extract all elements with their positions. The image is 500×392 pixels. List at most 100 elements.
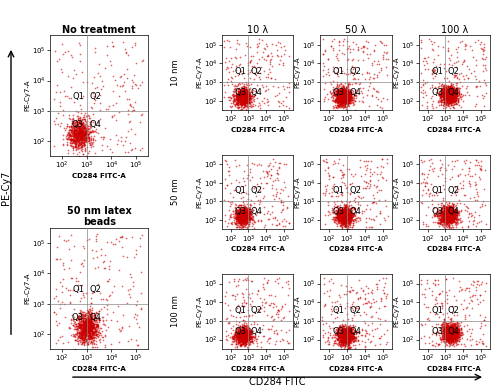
Point (335, 207, 343, 213)
Point (343, 332, 351, 339)
Point (440, 214, 448, 221)
Point (240, 341, 248, 347)
Point (341, 93, 349, 99)
Point (348, 93, 356, 99)
Point (239, 213, 247, 219)
Point (244, 326, 252, 332)
Point (344, 214, 352, 220)
Point (444, 332, 452, 339)
Point (235, 334, 243, 340)
Point (346, 213, 354, 219)
Point (340, 335, 348, 341)
Point (244, 99, 252, 105)
Point (242, 212, 250, 219)
Point (346, 219, 354, 225)
Point (238, 333, 246, 339)
Point (239, 206, 247, 212)
Point (240, 332, 248, 339)
Point (90, 334, 98, 340)
Point (344, 209, 352, 216)
Point (446, 214, 454, 220)
Point (70, 126, 78, 132)
Point (240, 334, 248, 340)
Point (237, 86, 245, 93)
Point (416, 39, 424, 45)
Point (244, 172, 252, 178)
Point (448, 94, 456, 101)
Point (437, 92, 445, 98)
Point (70, 320, 78, 327)
Point (230, 92, 238, 98)
Point (232, 93, 240, 99)
Point (450, 335, 458, 341)
Point (468, 210, 475, 216)
Point (239, 96, 247, 102)
Point (382, 176, 390, 183)
Point (342, 218, 350, 224)
Point (236, 218, 244, 225)
Point (440, 210, 448, 216)
Point (240, 211, 248, 217)
Point (86, 310, 94, 317)
Point (428, 342, 436, 348)
Point (234, 99, 242, 105)
Point (440, 210, 448, 216)
Point (441, 216, 449, 222)
Point (444, 219, 452, 225)
Point (338, 217, 346, 223)
Point (86, 322, 94, 328)
Point (76, 327, 84, 334)
Point (242, 339, 250, 345)
Point (244, 100, 252, 107)
Point (324, 69, 332, 75)
Point (340, 214, 347, 220)
Point (221, 59, 229, 65)
Point (224, 216, 232, 223)
Point (444, 87, 452, 93)
Point (448, 330, 456, 337)
Point (76, 139, 84, 145)
Point (245, 98, 253, 104)
Point (441, 90, 449, 96)
Point (227, 325, 235, 332)
Point (322, 338, 330, 345)
Point (438, 209, 446, 216)
Point (343, 327, 351, 333)
Point (334, 88, 342, 94)
Point (324, 56, 332, 62)
Point (240, 211, 248, 218)
Point (262, 87, 270, 93)
Point (452, 335, 460, 341)
Point (242, 203, 250, 210)
Point (440, 214, 448, 221)
Point (445, 93, 453, 99)
Point (280, 223, 287, 230)
Point (338, 83, 346, 89)
Point (234, 91, 242, 97)
Point (446, 85, 454, 91)
Point (339, 333, 347, 339)
Point (341, 219, 349, 225)
Point (240, 325, 248, 331)
Point (344, 209, 352, 215)
Point (244, 327, 252, 334)
Point (72, 139, 80, 145)
Point (245, 332, 253, 338)
Point (236, 215, 244, 221)
Point (441, 100, 449, 106)
Point (79, 332, 87, 338)
Point (241, 93, 249, 100)
Point (336, 214, 344, 221)
Point (448, 327, 456, 333)
Point (342, 339, 349, 345)
Point (111, 77, 119, 83)
Point (76, 102, 84, 108)
Point (285, 80, 293, 86)
Point (238, 218, 246, 224)
Point (340, 218, 347, 224)
Point (332, 100, 340, 106)
Point (343, 89, 351, 96)
Point (476, 204, 484, 211)
Point (348, 95, 356, 102)
Point (448, 332, 456, 338)
